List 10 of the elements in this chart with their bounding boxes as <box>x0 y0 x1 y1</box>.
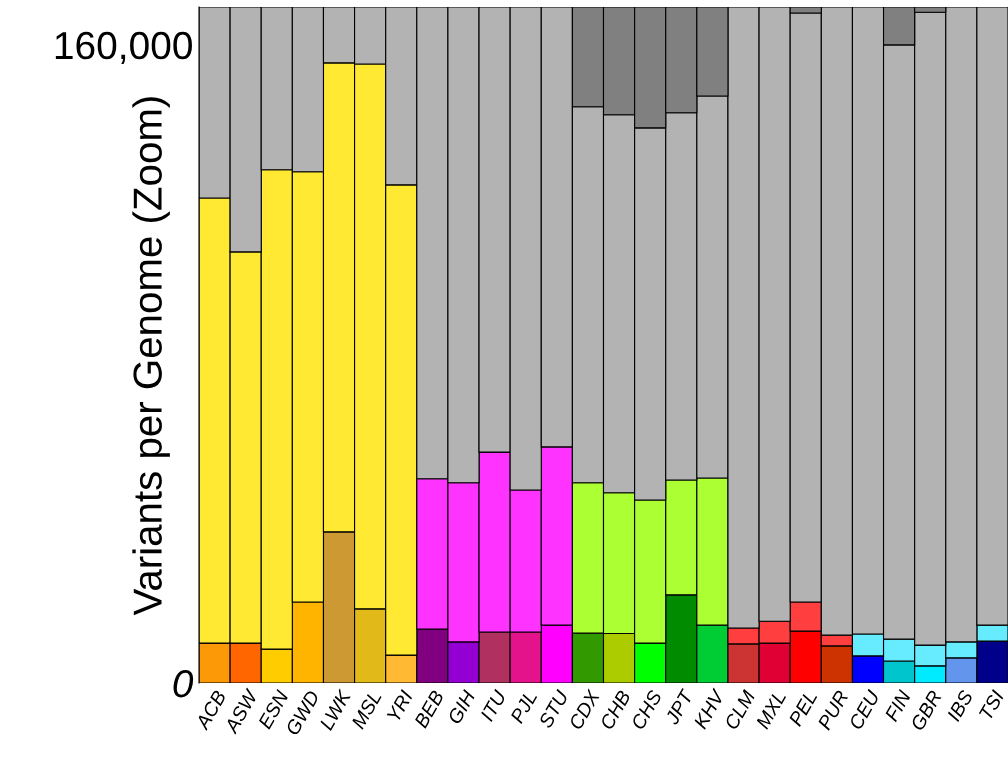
y-axis-title: Variants per Genome (Zoom) <box>132 97 170 616</box>
x-tick-label: FIN <box>884 688 912 723</box>
x-tick-label: TSI <box>978 689 1005 721</box>
x-tick-label: IBS <box>946 688 974 723</box>
x-tick-label: PEL <box>788 690 818 727</box>
y-tick-label: 160,000 <box>55 31 192 64</box>
x-tick-label: ITU <box>479 688 508 723</box>
y-tick-label: 0 <box>173 669 194 698</box>
x-tick-label: YRI <box>386 689 414 722</box>
x-tick-label: PJL <box>509 690 538 725</box>
